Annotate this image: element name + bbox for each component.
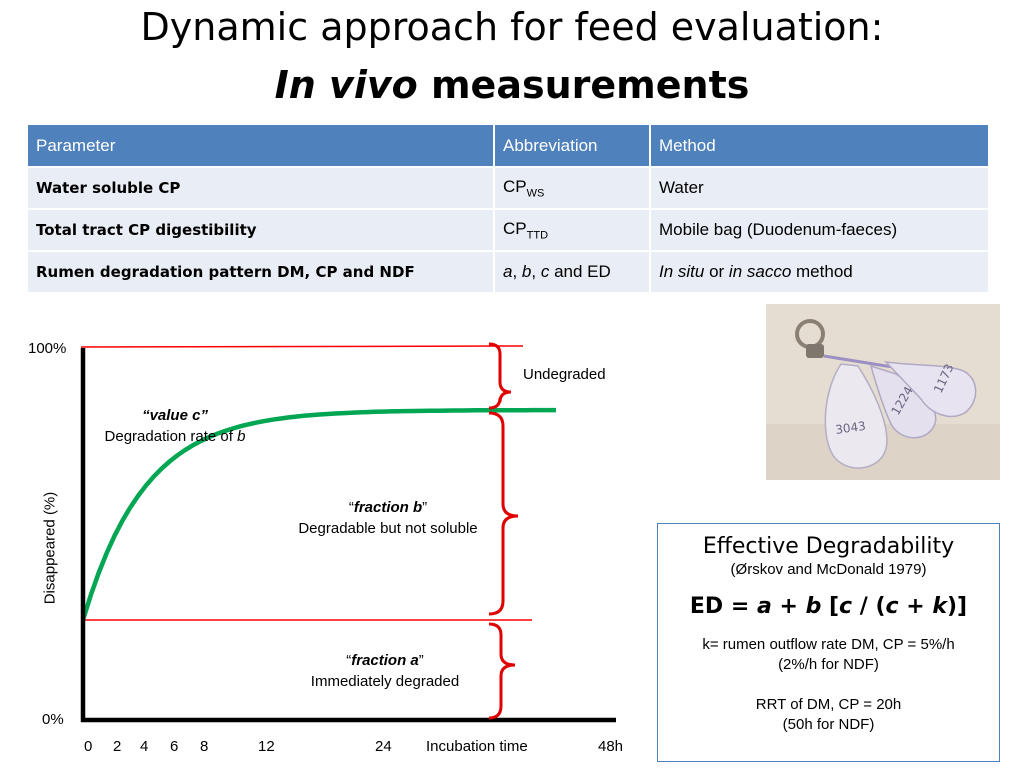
y-tick-100: 100% [28, 340, 67, 357]
nylon-bag-1 [824, 363, 888, 469]
table-row: Water soluble CP CPWS Water [28, 167, 990, 210]
fraction-b-text: Degradable but not soluble [298, 520, 478, 537]
bag-label-1: 3043 [834, 419, 866, 437]
value-c-text: Degradation rate of [104, 428, 238, 445]
x-tick-4: 4 [140, 738, 149, 755]
x-tick-8: 8 [200, 738, 209, 755]
rrt-line2: (50h for NDF) [782, 716, 875, 733]
row3-abbreviation: a, b, c and ED [494, 251, 651, 294]
parameter-table: Parameter Abbreviation Method Water solu… [28, 125, 990, 294]
table-row: Rumen degradation pattern DM, CP and NDF… [28, 251, 990, 294]
nylon-bag-3 [883, 360, 977, 418]
header-abbreviation: Abbreviation [494, 125, 651, 168]
title-italic: In vivo [274, 63, 418, 107]
table-row: Total tract CP digestibility CPTTD Mobil… [28, 209, 990, 252]
x-tick-6: 6 [170, 738, 179, 755]
row3-parameter: Rumen degradation pattern DM, CP and NDF [28, 251, 495, 294]
fraction-a-title: fraction a [351, 652, 419, 669]
fraction-b-title: fraction b [353, 499, 423, 516]
brace-undegraded [488, 342, 512, 410]
x-tick-12: 12 [258, 738, 275, 755]
effective-degradability-box: Effective Degradability (Ørskov and McDo… [657, 523, 1000, 762]
row1-abbreviation: CPWS [494, 167, 651, 210]
abbr-c: c [540, 262, 550, 281]
x-tick-48h: 48h [598, 738, 624, 755]
table-header-row: Parameter Abbreviation Method [28, 125, 990, 168]
nylon-bags-image: 3043 1224 1173 [766, 304, 1000, 480]
eq-plus2: + [898, 594, 933, 619]
brace-fraction-a [488, 622, 516, 720]
row2-method: Mobile bag (Duodenum-faeces) [650, 209, 990, 252]
abbr-main: CP [503, 176, 527, 196]
x-tick-24: 24 [375, 738, 392, 755]
abbr-main: CP [503, 218, 527, 238]
abbr-sub: WS [526, 187, 545, 200]
degradation-chart [80, 342, 616, 723]
nylon-bags-photo: 3043 1224 1173 [766, 304, 1000, 480]
eq-prefix: ED = [689, 594, 757, 619]
method-in-situ: In situ [659, 262, 705, 281]
label-fraction-b: “fraction b” Degradable but not soluble [298, 499, 478, 537]
row1-method: Water [650, 167, 990, 210]
eq-c1: c [839, 594, 853, 619]
slide-title-line2: In vivo measurements [0, 62, 1024, 108]
x-axis-label: Incubation time [426, 738, 528, 755]
label-undegraded: Undegraded [523, 366, 606, 383]
y-axis-label: Disappeared (%) [41, 491, 59, 605]
label-value-c: “value c” Degradation rate of b [104, 407, 246, 445]
k-line1: k= rumen outflow rate DM, CP = 5%/h [702, 636, 955, 653]
x-tick-2: 2 [113, 738, 122, 755]
ed-equation: ED = a + b [c / (c + k)] [658, 594, 999, 619]
row3-method: In situ or in sacco method [650, 251, 990, 294]
abbr-and: and ED [549, 262, 611, 281]
eq-a: a [756, 594, 772, 619]
eq-b: b [805, 594, 822, 619]
row2-abbreviation: CPTTD [494, 209, 651, 252]
abbr-a: a [503, 262, 513, 281]
eq-div: / ( [852, 594, 886, 619]
abbr-sub: TTD [526, 229, 549, 242]
reference-line-top [80, 345, 524, 348]
label-fraction-a: “fraction a” Immediately degraded [310, 652, 460, 690]
method-or: or [704, 262, 729, 281]
ed-heading: Effective Degradability [702, 534, 955, 559]
eq-end: )] [946, 594, 968, 619]
header-parameter: Parameter [28, 125, 495, 168]
eq-c2: c [885, 594, 899, 619]
slide-title-line1: Dynamic approach for feed evaluation: [140, 5, 884, 49]
ed-reference: (Ørskov and McDonald 1979) [730, 561, 927, 578]
row2-parameter: Total tract CP digestibility [28, 209, 495, 252]
eq-bracket: [ [821, 594, 840, 619]
abbr-b: b [521, 262, 532, 281]
k-line2: (2%/h for NDF) [778, 656, 879, 673]
row1-parameter: Water soluble CP [28, 167, 495, 210]
fraction-a-text: Immediately degraded [310, 673, 460, 690]
eq-plus: + [771, 594, 806, 619]
eq-k: k [932, 594, 947, 619]
value-c-var: b [237, 428, 246, 445]
title-rest: measurements [417, 63, 750, 107]
method-in-sacco: in sacco [728, 262, 792, 281]
x-tick-0: 0 [84, 738, 93, 755]
degradation-curve [80, 407, 556, 621]
value-c-title: value c [149, 407, 201, 424]
method-end: method [791, 262, 853, 281]
header-method: Method [650, 125, 990, 168]
rrt-line1: RRT of DM, CP = 20h [755, 696, 902, 713]
brace-fraction-b [488, 411, 519, 616]
y-tick-0: 0% [42, 711, 64, 728]
clamp-icon [806, 344, 824, 358]
